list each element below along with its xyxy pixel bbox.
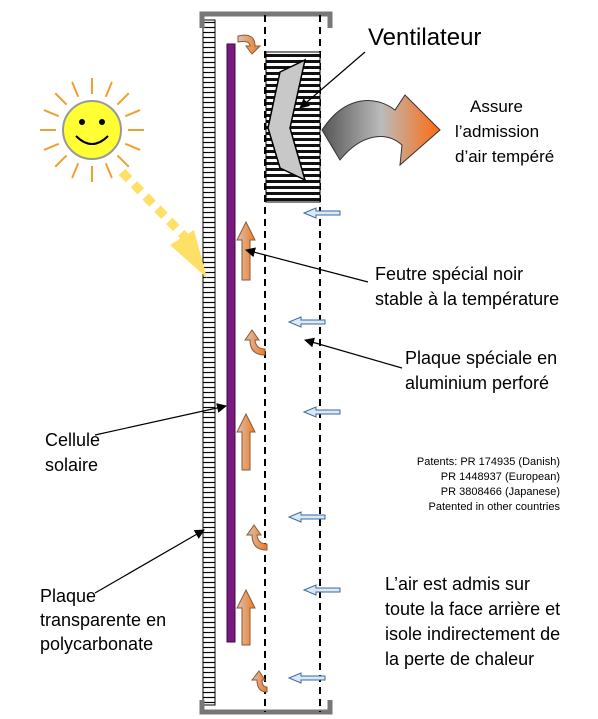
- sun-ray-line: [43, 109, 60, 118]
- felt-label: Feutre spécial noir: [375, 264, 523, 284]
- inlet-arrow: [302, 406, 341, 418]
- patents-label: PR 3808466 (Japanese): [441, 486, 560, 498]
- sun-ray-line: [116, 92, 130, 106]
- fan-unit: [265, 51, 321, 203]
- cover-label: polycarbonate: [40, 634, 153, 654]
- air-label: isole indirectement de: [385, 624, 560, 644]
- outlet-label: Assure: [470, 97, 523, 116]
- sun-ray-line: [124, 142, 141, 151]
- outlet-label: l’admission: [455, 122, 539, 141]
- sun-ray-line: [104, 81, 113, 98]
- warm-air-arrows: [236, 34, 268, 693]
- cover-label: transparente en: [40, 610, 166, 630]
- inlet-arrow: [287, 511, 326, 523]
- cell-label: solaire: [45, 455, 98, 475]
- inlet-arrows: [287, 207, 341, 684]
- outlet-arrow: [321, 94, 441, 167]
- frame: [199, 11, 333, 715]
- pointer-lines: [94, 51, 403, 594]
- patents-label: Patents: PR 174935 (Danish): [417, 456, 560, 468]
- cover-label: Plaque: [40, 586, 96, 606]
- inlet-arrow: [302, 584, 341, 596]
- sun-ray-line: [54, 92, 68, 106]
- plate-label: Plaque spéciale en: [405, 348, 557, 368]
- sun: [40, 78, 144, 182]
- sun-ray-line: [124, 109, 141, 118]
- cell-label: Cellule: [45, 430, 100, 450]
- sun-ray: [118, 168, 207, 278]
- sun-ray-line: [71, 162, 80, 179]
- air-label: la perte de chaleur: [385, 649, 534, 669]
- plate-label: aluminium perforé: [405, 373, 549, 393]
- patents-label: Patented in other countries: [429, 501, 561, 513]
- patents-label: PR 1448937 (European): [441, 471, 560, 483]
- sun-ray-line: [71, 81, 80, 98]
- inlet-arrow: [302, 207, 341, 219]
- fan-label: Ventilateur: [368, 24, 481, 51]
- sun-ray-line: [43, 142, 60, 151]
- air-label: toute la face arrière et: [385, 599, 560, 619]
- inlet-arrow: [287, 316, 326, 328]
- sun-ray-line: [116, 154, 130, 168]
- outlet-label: d’air tempéré: [455, 147, 554, 166]
- inlet-arrow: [287, 672, 326, 684]
- felt-label: stable à la température: [375, 289, 559, 309]
- sun-ray-line: [104, 162, 113, 179]
- sun-ray-line: [54, 154, 68, 168]
- air-label: L’air est admis sur: [385, 574, 530, 594]
